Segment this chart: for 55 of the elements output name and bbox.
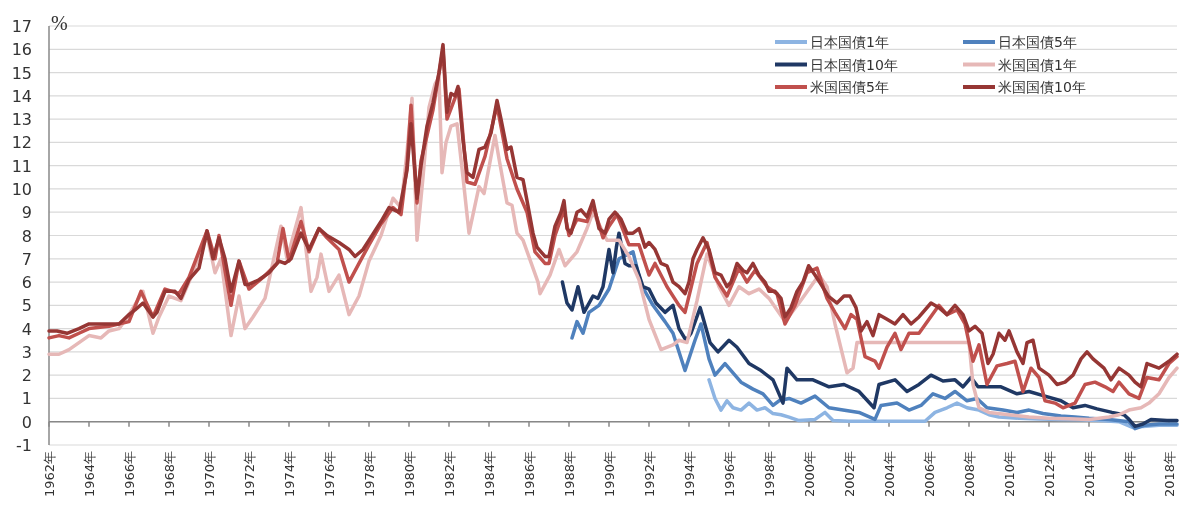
y-tick-label: 13 <box>11 110 32 130</box>
y-tick-label: 4 <box>21 319 32 339</box>
x-tick-label: 2014年 <box>1082 451 1097 498</box>
y-tick-label: 12 <box>11 133 32 153</box>
x-tick-label: 1970年 <box>202 451 217 498</box>
y-tick-label: 7 <box>21 249 32 269</box>
legend-label: 日本国債5年 <box>998 34 1077 50</box>
legend-label: 米国国債10年 <box>998 79 1086 95</box>
x-tick-label: 1994年 <box>682 451 697 498</box>
x-tick-label: 2016年 <box>1122 451 1137 498</box>
legend-label: 米国国債1年 <box>998 56 1077 73</box>
x-tick-label: 2006年 <box>922 451 937 498</box>
legend-label: 日本国債10年 <box>810 56 898 73</box>
x-tick-label: 2000年 <box>802 451 817 498</box>
x-tick-label: 1974年 <box>282 451 297 498</box>
x-tick-label: 2008年 <box>962 451 977 498</box>
y-tick-label: 3 <box>21 342 32 362</box>
x-tick-label: 1978年 <box>362 451 377 498</box>
y-tick-label: 8 <box>21 226 32 246</box>
x-tick-label: 1964年 <box>82 451 97 498</box>
y-tick-label: 2 <box>21 366 32 386</box>
x-tick-label: 1984年 <box>482 451 497 498</box>
x-tick-label: 1982年 <box>442 451 457 498</box>
x-tick-label: 2010年 <box>1002 451 1017 498</box>
y-tick-label: 15 <box>11 63 32 83</box>
x-tick-label: 1962年 <box>42 451 57 498</box>
x-tick-label: 2012年 <box>1042 451 1057 498</box>
legend-label: 日本国債1年 <box>810 34 889 50</box>
x-tick-label: 1968年 <box>162 451 177 498</box>
x-tick-label: 2018年 <box>1162 451 1177 498</box>
y-tick-label: 17 <box>11 17 32 36</box>
y-tick-label: 0 <box>21 412 32 432</box>
y-tick-label: 16 <box>11 40 32 60</box>
x-tick-label: 1988年 <box>562 451 577 498</box>
y-tick-label: 9 <box>21 203 32 223</box>
legend-label: 米国国債5年 <box>810 79 889 95</box>
x-tick-label: 1980年 <box>402 451 417 498</box>
x-tick-label: 1966年 <box>122 451 137 498</box>
y-tick-label: 14 <box>11 86 32 106</box>
x-tick-label: 1972年 <box>242 451 257 498</box>
y-tick-label: -1 <box>16 436 32 455</box>
x-tick-label: 1990年 <box>602 451 617 498</box>
x-tick-label: 2004年 <box>882 451 897 498</box>
y-axis-title: % <box>51 12 68 34</box>
y-tick-label: 10 <box>11 179 32 199</box>
x-tick-label: 1998年 <box>762 451 777 498</box>
x-tick-label: 1992年 <box>642 451 657 498</box>
x-tick-label: 1976年 <box>322 451 337 498</box>
y-tick-label: 1 <box>21 389 32 409</box>
y-tick-label: 5 <box>21 296 32 316</box>
x-tick-label: 2002年 <box>842 451 857 498</box>
y-tick-label: 11 <box>11 156 32 176</box>
x-tick-label: 1996年 <box>722 451 737 498</box>
y-tick-label: 6 <box>21 273 32 293</box>
x-tick-label: 1986年 <box>522 451 537 498</box>
